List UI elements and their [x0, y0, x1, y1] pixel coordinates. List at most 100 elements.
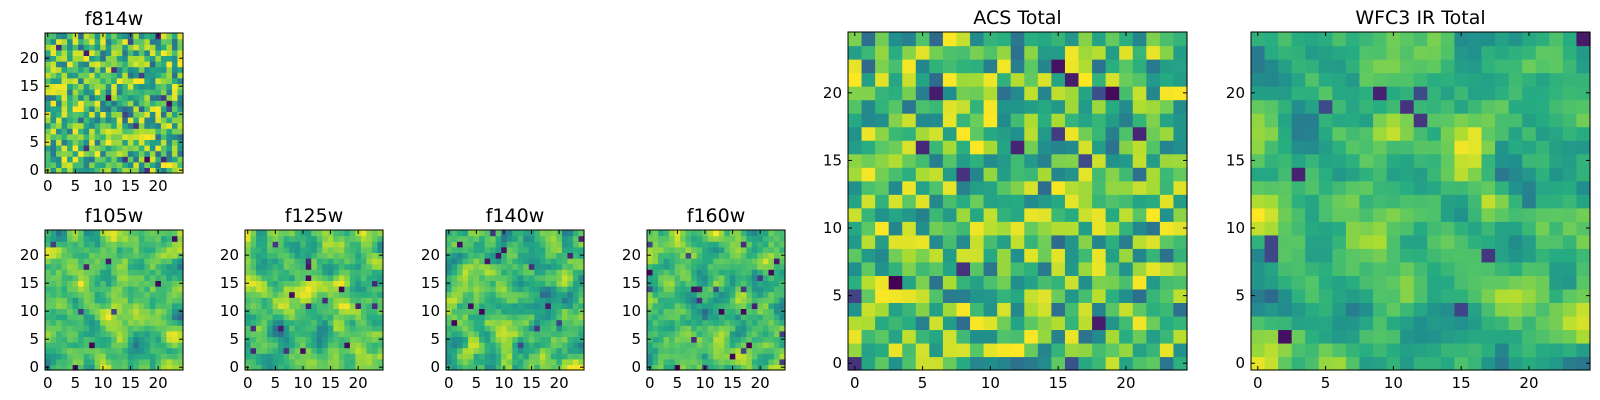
- heatmap-cell: [1119, 342, 1134, 358]
- heatmap-cell: [970, 72, 985, 87]
- heatmap-cell: [539, 302, 546, 309]
- heatmap-cell: [360, 241, 368, 248]
- heatmap-cell: [1413, 234, 1428, 249]
- heatmap-cell: [311, 274, 318, 281]
- heatmap-cell: [1105, 194, 1120, 209]
- heatmap-cell: [702, 353, 709, 360]
- heatmap-cell: [144, 364, 151, 371]
- heatmap-cell: [116, 145, 123, 152]
- heatmap-cell: [1132, 72, 1147, 87]
- heatmap-cell: [512, 235, 519, 242]
- heatmap-cell: [327, 336, 334, 343]
- heatmap-cell: [127, 325, 134, 332]
- heatmap-cell: [1440, 302, 1455, 317]
- heatmap-cell: [685, 347, 692, 354]
- heatmap-cell: [848, 194, 863, 209]
- heatmap-cell: [144, 297, 151, 304]
- heatmap-cell: [556, 246, 563, 253]
- heatmap-cell: [1576, 275, 1591, 290]
- heatmap-cell: [1467, 315, 1483, 331]
- heatmap-cell: [78, 274, 85, 281]
- heatmap-cell: [718, 246, 725, 253]
- heatmap-cell: [155, 94, 162, 101]
- heatmap-cell: [155, 49, 162, 56]
- heatmap-cell: [78, 308, 85, 315]
- heatmap-cell: [1291, 194, 1306, 209]
- heatmap-cell: [50, 291, 57, 298]
- heatmap-cell: [550, 297, 557, 304]
- heatmap-cell: [685, 336, 692, 343]
- heatmap-cell: [561, 252, 569, 259]
- heatmap-cell: [144, 241, 151, 248]
- heatmap-cell: [1332, 180, 1347, 195]
- heatmap-cell: [155, 342, 162, 349]
- heatmap-cell: [155, 161, 162, 168]
- heatmap-cell: [116, 167, 123, 174]
- heatmap-cell: [67, 330, 74, 337]
- heatmap-cell: [1291, 140, 1306, 155]
- heatmap-cell: [1305, 59, 1320, 74]
- heatmap-cell: [322, 274, 329, 281]
- heatmap-cell: [479, 314, 486, 321]
- heatmap-cell: [942, 99, 958, 114]
- heatmap-cell: [94, 33, 101, 40]
- heatmap-cell: [155, 133, 162, 140]
- heatmap-cell: [718, 258, 725, 265]
- heatmap-cell: [1373, 140, 1388, 155]
- heatmap-cell: [267, 280, 274, 287]
- heatmap-cell: [997, 288, 1012, 303]
- heatmap-cell: [278, 347, 285, 354]
- heatmap-cell: [696, 235, 703, 242]
- heatmap-cell: [122, 230, 129, 237]
- heatmap-cell: [377, 314, 384, 321]
- heatmap-cell: [861, 248, 876, 263]
- heatmap-cell: [100, 66, 107, 73]
- heatmap-cell: [707, 342, 714, 349]
- heatmap-cell: [1440, 45, 1455, 60]
- heatmap-cell: [556, 286, 563, 293]
- heatmap-cell: [1132, 126, 1147, 141]
- heatmap-cell: [729, 258, 736, 265]
- heatmap-cell: [138, 117, 145, 124]
- heatmap-cell: [1440, 234, 1455, 249]
- heatmap-cell: [1413, 45, 1428, 60]
- heatmap-cell: [327, 263, 334, 270]
- heatmap-cell: [674, 258, 681, 265]
- heatmap-cell: [680, 274, 687, 281]
- heatmap-cell: [166, 167, 173, 174]
- x-tick-label: 20: [1116, 374, 1135, 392]
- heatmap-cell: [149, 347, 156, 354]
- heatmap-cell: [61, 314, 68, 321]
- x-tick-label: 0: [43, 177, 53, 195]
- heatmap-cell: [111, 33, 118, 40]
- heatmap-cell: [116, 347, 123, 354]
- heatmap-cell: [1373, 167, 1388, 182]
- heatmap-cell: [278, 302, 285, 309]
- heatmap-cell: [528, 241, 535, 248]
- heatmap-cell: [1508, 140, 1523, 155]
- heatmap-cell: [50, 252, 57, 259]
- heatmap-cell: [155, 100, 162, 107]
- heatmap-cell: [338, 347, 345, 354]
- heatmap-cell: [1159, 221, 1175, 236]
- heatmap-cell: [61, 252, 68, 259]
- heatmap-cell: [1159, 288, 1175, 303]
- axes-frame: [847, 31, 1188, 371]
- heatmap-cell: [1173, 32, 1188, 47]
- heatmap-cell: [1562, 248, 1578, 263]
- heatmap-cell: [61, 122, 68, 129]
- heatmap-cell: [89, 314, 96, 321]
- heatmap-cell: [1495, 167, 1510, 182]
- heatmap-cell: [250, 297, 257, 304]
- heatmap-cell: [1522, 275, 1537, 290]
- heatmap-cell: [663, 364, 670, 371]
- heatmap-cell: [735, 330, 742, 337]
- heatmap-cell: [468, 342, 475, 349]
- heatmap-cells: [1251, 32, 1591, 371]
- x-tick-label: 10: [981, 374, 1000, 392]
- heatmap-cell: [674, 252, 681, 259]
- heatmap-cell: [177, 302, 184, 309]
- heatmap-cell: [490, 347, 497, 354]
- heatmap-cell: [663, 319, 670, 326]
- heatmap-cell: [127, 330, 134, 337]
